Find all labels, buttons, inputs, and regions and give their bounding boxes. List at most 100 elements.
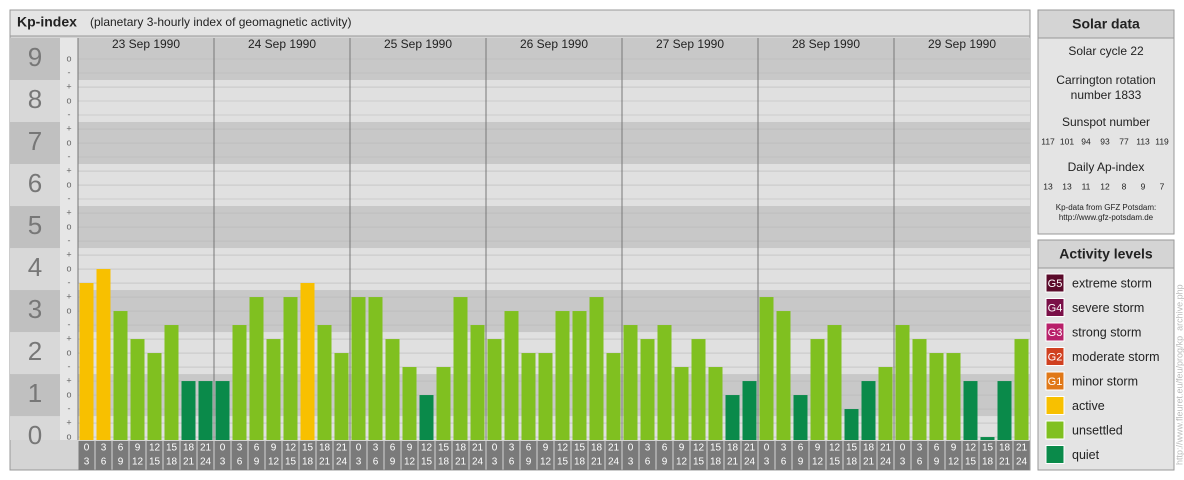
- hour-from: 0: [764, 443, 770, 454]
- source: Kp-data from GFZ Potsdam:: [1056, 203, 1156, 212]
- hour-to: 21: [863, 457, 875, 468]
- sunspot-value: 94: [1081, 136, 1091, 146]
- day-label: 25 Sep 1990: [384, 37, 452, 51]
- hour-to: 15: [965, 457, 977, 468]
- hour-from: 9: [407, 443, 413, 454]
- hour-cell: [605, 441, 622, 470]
- hour-to: 12: [948, 457, 960, 468]
- legend-badge: G2: [1048, 351, 1063, 363]
- minor-tick-label: o: [66, 179, 71, 189]
- sunspot-value: 119: [1155, 136, 1169, 146]
- sunspot-value: 93: [1100, 136, 1110, 146]
- solar-cycle: Solar cycle 22: [1068, 44, 1144, 58]
- minor-tick-label: o: [66, 431, 71, 441]
- minor-tick-label: o: [66, 263, 71, 273]
- legend-badge: G4: [1048, 302, 1063, 314]
- hour-to: 24: [1016, 457, 1028, 468]
- hour-cell: [707, 441, 724, 470]
- minor-tick-label: -: [68, 151, 71, 161]
- bar: [742, 381, 757, 440]
- ap-value: 13: [1043, 181, 1053, 191]
- hour-to: 15: [149, 457, 161, 468]
- legend-swatch: [1045, 445, 1065, 464]
- legend-label: strong storm: [1072, 325, 1141, 339]
- side-note: http://www.fleuret.eu/feu/prog/kp_archiv…: [1174, 284, 1184, 465]
- hour-from: 18: [319, 443, 331, 454]
- hour-to: 6: [509, 457, 515, 468]
- ap-value: 8: [1122, 181, 1127, 191]
- hour-cell: [231, 441, 248, 470]
- legend-swatch: [1045, 298, 1065, 317]
- hour-to: 21: [591, 457, 603, 468]
- hour-cell: [316, 441, 333, 470]
- bar: [385, 339, 400, 440]
- bar: [606, 353, 621, 440]
- hour-cell: [452, 441, 469, 470]
- hour-to: 18: [166, 457, 178, 468]
- hour-to: 9: [662, 457, 668, 468]
- solar-title: Solar data: [1072, 16, 1140, 32]
- bar: [980, 437, 995, 440]
- hour-cell: [1013, 441, 1030, 470]
- bar: [878, 367, 893, 440]
- hour-to: 12: [132, 457, 144, 468]
- ap-value: 13: [1062, 181, 1072, 191]
- bar: [589, 297, 604, 440]
- minor-tick-label: -: [68, 193, 71, 203]
- hour-cell: [146, 441, 163, 470]
- hour-to: 24: [336, 457, 348, 468]
- bar: [232, 325, 247, 440]
- minor-tick-label: +: [66, 333, 71, 343]
- legend-swatch: [1045, 322, 1065, 342]
- day-label: 24 Sep 1990: [248, 37, 316, 51]
- hour-to: 18: [438, 457, 450, 468]
- hour-from: 18: [999, 443, 1011, 454]
- legend-label: moderate storm: [1072, 350, 1160, 364]
- hour-from: 21: [880, 443, 892, 454]
- carrington: Carrington rotation: [1056, 73, 1155, 87]
- band: [78, 416, 1030, 440]
- hour-to: 18: [302, 457, 314, 468]
- source-url: http://www.gfz-potsdam.de: [1059, 213, 1154, 222]
- hour-from: 0: [492, 443, 498, 454]
- hour-cell: [639, 441, 656, 470]
- legend-label: active: [1072, 399, 1105, 413]
- bar: [436, 367, 451, 440]
- minor-tick-label: +: [66, 165, 71, 175]
- carrington: number 1833: [1071, 88, 1142, 102]
- hour-to: 12: [268, 457, 280, 468]
- hour-to: 9: [254, 457, 260, 468]
- minor-tick-label: -: [68, 403, 71, 413]
- hour-from: 15: [166, 443, 178, 454]
- legend-swatch: [1045, 347, 1065, 366]
- bar: [164, 325, 179, 440]
- y-tick-label: 0: [28, 420, 42, 450]
- bar: [810, 339, 825, 440]
- axis-band: [10, 122, 60, 165]
- y-tick-label: 9: [28, 42, 42, 72]
- hour-from: 12: [965, 443, 977, 454]
- bar: [266, 339, 281, 440]
- hour-to: 18: [982, 457, 994, 468]
- bar: [708, 367, 723, 440]
- bar: [521, 353, 536, 440]
- minor-tick-label: -: [68, 67, 71, 77]
- minor-tick-label: +: [66, 291, 71, 301]
- bar: [470, 325, 485, 440]
- ap-value: 12: [1100, 181, 1110, 191]
- hour-cell: [350, 441, 367, 470]
- hour-cell: [367, 441, 384, 470]
- hour-from: 6: [526, 443, 532, 454]
- hour-from: 12: [829, 443, 841, 454]
- hour-from: 6: [934, 443, 940, 454]
- hour-cell: [775, 441, 792, 470]
- hour-from: 0: [628, 443, 634, 454]
- hour-from: 3: [101, 443, 107, 454]
- hour-to: 15: [421, 457, 433, 468]
- minor-tick-label: +: [66, 249, 71, 259]
- bar: [827, 325, 842, 440]
- hour-cell: [996, 441, 1013, 470]
- hour-from: 12: [285, 443, 297, 454]
- bar: [793, 395, 808, 440]
- ap-value: 11: [1082, 181, 1091, 191]
